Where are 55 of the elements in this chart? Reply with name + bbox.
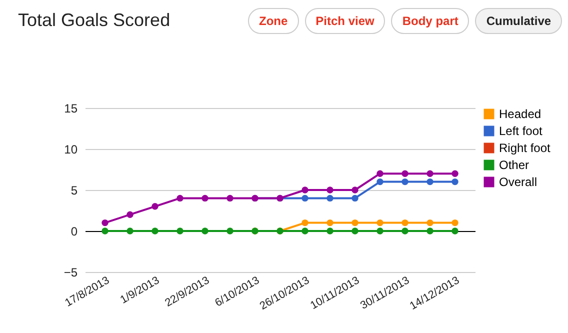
point xyxy=(352,219,358,226)
text: Body part xyxy=(391,8,470,34)
point xyxy=(452,219,458,226)
point xyxy=(326,219,334,226)
point xyxy=(376,219,384,226)
point xyxy=(202,228,208,234)
point xyxy=(202,194,208,202)
point xyxy=(152,228,158,234)
legend-label: Right foot xyxy=(499,141,552,155)
point xyxy=(426,170,434,177)
point xyxy=(426,178,434,186)
legend-label: Left foot xyxy=(499,124,544,138)
text: Zone xyxy=(248,8,299,34)
text: Cumulative xyxy=(475,8,562,34)
point xyxy=(302,186,308,194)
legend-label: Headed xyxy=(499,107,542,121)
legend-label: Overall xyxy=(499,175,538,189)
point xyxy=(302,219,308,226)
point xyxy=(176,228,184,234)
y-tick-label: 10 xyxy=(64,142,78,156)
y-tick-label: 15 xyxy=(64,102,78,116)
point xyxy=(402,219,408,226)
point xyxy=(326,194,334,202)
point xyxy=(452,170,458,177)
point xyxy=(226,228,234,234)
point xyxy=(102,219,108,226)
chart-title: Total Goals Scored xyxy=(18,10,170,31)
legend-label: Other xyxy=(499,158,530,172)
y-tick-label: 5 xyxy=(70,184,78,198)
point xyxy=(352,186,358,194)
point xyxy=(426,219,434,226)
point xyxy=(352,228,358,234)
point xyxy=(452,228,458,234)
y-tick-label: −5 xyxy=(64,266,78,280)
point xyxy=(352,194,358,202)
point xyxy=(326,186,334,194)
point xyxy=(376,170,384,177)
point xyxy=(226,194,234,202)
point xyxy=(452,178,458,186)
point xyxy=(402,228,408,234)
point xyxy=(326,228,334,234)
point xyxy=(126,228,134,234)
point xyxy=(402,178,408,186)
point xyxy=(102,228,108,234)
point xyxy=(376,228,384,234)
point xyxy=(302,228,308,234)
point xyxy=(376,178,384,186)
point xyxy=(152,203,158,210)
point xyxy=(126,211,134,218)
point xyxy=(176,194,184,202)
text: Pitch view xyxy=(304,8,386,34)
point xyxy=(402,170,408,177)
y-tick-label: 0 xyxy=(70,224,78,238)
point xyxy=(302,194,308,202)
point xyxy=(426,228,434,234)
